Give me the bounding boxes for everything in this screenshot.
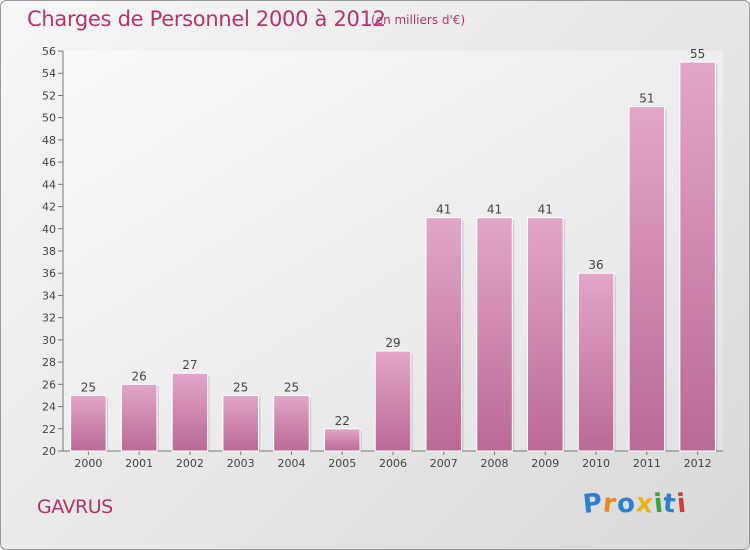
- bar-value-label: 41: [538, 203, 553, 217]
- bar-2005: [323, 428, 361, 452]
- bar-2006: [374, 350, 412, 452]
- y-tick-label: 24: [42, 401, 56, 414]
- y-tick-label: 40: [42, 223, 56, 236]
- x-axis: 2000 2001 2002 2003 2004 2005 2006 2007 2008 2009…: [63, 450, 723, 470]
- bar-2001: [120, 383, 158, 452]
- x-tick-label: 2004: [277, 457, 305, 470]
- bar-2011: [628, 106, 666, 452]
- y-tick-label: 38: [42, 245, 56, 258]
- y-tick-label: 44: [42, 178, 56, 191]
- commune-name: GAVRUS: [37, 496, 113, 518]
- y-tick-label: 36: [42, 267, 56, 280]
- logo-letter: i: [675, 488, 689, 520]
- bar-value-label: 22: [335, 414, 350, 428]
- bar-series: 25 26 27 25 25 22 29 41 41 41 36 51 55: [70, 47, 718, 452]
- y-tick-label: 20: [42, 445, 56, 458]
- x-tick-label: 2006: [379, 457, 407, 470]
- y-tick-label: 52: [42, 89, 56, 102]
- bar-value-label: 27: [182, 358, 197, 372]
- y-tick-label: 48: [42, 134, 56, 147]
- x-tick-label: 2000: [74, 457, 102, 470]
- y-tick-label: 30: [42, 334, 56, 347]
- chart-subtitle: (en milliers d'€): [371, 13, 466, 27]
- x-tick-label: 2012: [684, 457, 712, 470]
- chart-title: Charges de Personnel 2000 à 2012: [27, 7, 386, 31]
- bar-value-label: 36: [588, 258, 603, 272]
- y-tick-label: 28: [42, 356, 56, 369]
- bar-value-label: 26: [132, 369, 147, 383]
- x-tick-label: 2003: [227, 457, 255, 470]
- y-tick-label: 22: [42, 423, 56, 436]
- bar-2004: [273, 394, 310, 452]
- x-tick-label: 2008: [481, 457, 509, 470]
- x-tick-label: 2002: [176, 457, 204, 470]
- bar-value-label: 25: [233, 380, 248, 394]
- x-tick-label: 2011: [633, 457, 661, 470]
- bar-2010: [577, 272, 615, 452]
- bar-value-label: 41: [487, 203, 502, 217]
- bar-value-label: 25: [81, 380, 96, 394]
- bar-value-label: 29: [385, 336, 400, 350]
- y-tick-label: 46: [42, 156, 56, 169]
- bar-value-label: 41: [436, 203, 451, 217]
- y-axis: 20 22 24 26 28 30 32 34 36 38 40 42 44 46 48 50 52 54 56: [42, 45, 64, 458]
- y-tick-label: 42: [42, 201, 56, 214]
- x-tick-label: 2005: [328, 457, 356, 470]
- x-tick-label: 2009: [531, 457, 559, 470]
- x-tick-label: 2010: [582, 457, 610, 470]
- bar-2000: [70, 394, 107, 452]
- y-tick-label: 34: [42, 289, 56, 302]
- bar-value-label: 55: [690, 47, 705, 61]
- y-tick-label: 26: [42, 378, 56, 391]
- y-tick-label: 54: [42, 67, 56, 80]
- bar-2012: [679, 61, 716, 452]
- bar-2008: [476, 217, 513, 452]
- y-tick-label: 56: [42, 45, 56, 58]
- proxiti-logo[interactable]: Proxiti: [581, 488, 689, 520]
- bar-2007: [425, 217, 463, 452]
- x-tick-label: 2001: [125, 457, 153, 470]
- bar-value-label: 25: [284, 380, 299, 394]
- y-tick-label: 32: [42, 312, 56, 325]
- bar-value-label: 51: [639, 92, 654, 106]
- bar-2002: [171, 372, 209, 452]
- bar-2003: [222, 394, 259, 452]
- y-tick-label: 50: [42, 112, 56, 125]
- x-tick-label: 2007: [430, 457, 458, 470]
- bar-2009: [527, 217, 564, 452]
